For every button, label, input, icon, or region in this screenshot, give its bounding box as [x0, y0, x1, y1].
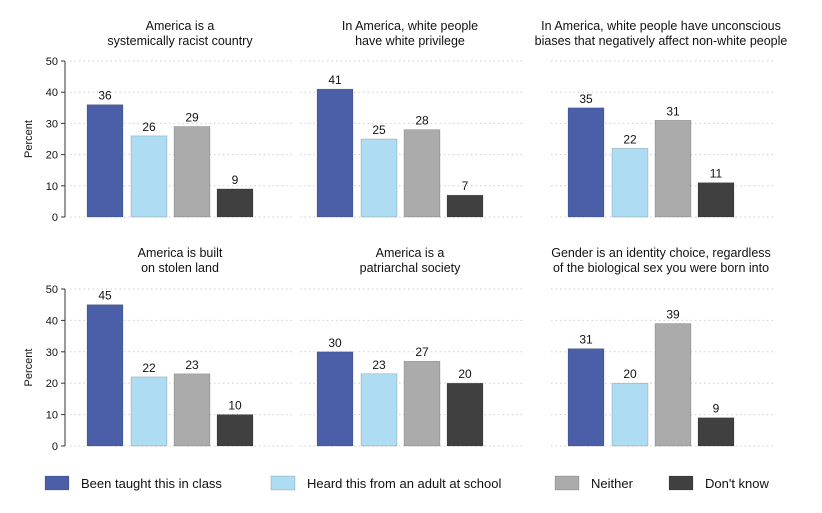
legend-swatch: [44, 475, 70, 491]
legend-swatch: [270, 475, 296, 491]
bar-data-label: 10: [228, 399, 242, 413]
bar-data-label: 31: [666, 104, 680, 118]
bar-data-label: 31: [579, 333, 593, 347]
panel-3: In America, white people have unconsciou…: [535, 19, 788, 218]
panel-title-line: Gender is an identity choice, regardless: [551, 246, 771, 260]
y-tick-label: 30: [46, 347, 58, 359]
panel-title-line: of the biological sex you were born into: [553, 261, 769, 275]
y-tick-label: 30: [46, 118, 58, 130]
bar: [446, 194, 484, 218]
legend: Been taught this in class Heard this from…: [44, 475, 770, 491]
bar: [216, 414, 254, 447]
panel-title-line: In America, white people: [342, 19, 478, 33]
bar: [654, 119, 692, 218]
bar-data-label: 28: [415, 114, 429, 128]
bar-data-label: 9: [713, 402, 720, 416]
y-tick-label: 10: [46, 410, 58, 422]
y-tick-label: 40: [46, 87, 58, 99]
y-tick-label: 0: [52, 212, 58, 224]
bar-data-label: 36: [98, 89, 112, 103]
bar-data-label: 29: [185, 111, 199, 125]
bar: [316, 351, 354, 447]
legend-label: Heard this from an adult at school: [307, 476, 501, 491]
bar: [611, 148, 649, 218]
bar-data-label: 30: [328, 336, 342, 350]
legend-label: Neither: [591, 476, 634, 491]
bar-data-label: 20: [623, 367, 637, 381]
legend-item: Been taught this in class: [44, 475, 222, 491]
bar: [173, 126, 211, 218]
bar: [86, 304, 124, 447]
bar-data-label: 41: [328, 73, 342, 87]
bar: [316, 88, 354, 218]
panel-6: Gender is an identity choice, regardless…: [551, 246, 776, 447]
panel-title-line: systemically racist country: [107, 34, 253, 48]
legend-item: Don't know: [668, 475, 770, 491]
bar-data-label: 35: [579, 92, 593, 106]
bar: [611, 382, 649, 447]
bar: [360, 373, 398, 447]
bar-data-label: 23: [185, 358, 199, 372]
bar-data-label: 26: [142, 120, 156, 134]
legend-label: Don't know: [705, 476, 770, 491]
legend-label: Been taught this in class: [81, 476, 222, 491]
y-tick-label: 20: [46, 378, 58, 390]
bar-data-label: 7: [462, 179, 469, 193]
panel-title-line: America is a: [376, 246, 445, 260]
legend-swatch: [668, 475, 694, 491]
legend-item: Neither: [554, 475, 634, 491]
y-axis-label: Percent: [23, 120, 35, 158]
bar: [86, 104, 124, 218]
y-tick-label: 20: [46, 150, 58, 162]
bar: [697, 417, 735, 447]
bar: [403, 129, 441, 218]
bar: [173, 373, 211, 447]
bar-data-label: 39: [666, 308, 680, 322]
panel-title-line: In America, white people have unconsciou…: [541, 19, 781, 33]
bar: [567, 107, 605, 218]
bar: [697, 182, 735, 218]
bar-data-label: 22: [623, 132, 637, 146]
panel-1: 0 10 20 30 40 50 Percent America is asystemical…: [23, 19, 295, 224]
bar-data-label: 45: [98, 289, 112, 303]
bar: [130, 376, 168, 447]
bar: [130, 135, 168, 218]
y-tick-label: 40: [46, 315, 58, 327]
bar-data-label: 23: [372, 358, 386, 372]
panel-title-line: have white privilege: [355, 34, 465, 48]
y-tick-label: 10: [46, 181, 58, 193]
panel-title-line: America is built: [138, 246, 223, 260]
bar: [654, 323, 692, 447]
bar: [567, 348, 605, 447]
bar: [216, 188, 254, 218]
y-axis-label: Percent: [23, 349, 35, 387]
panel-title-line: biases that negatively affect non-white …: [535, 34, 788, 48]
bar-data-label: 20: [458, 367, 472, 381]
legend-item: Heard this from an adult at school: [270, 475, 501, 491]
panel-title-line: on stolen land: [141, 261, 219, 275]
bar-data-label: 11: [710, 167, 723, 181]
bar-data-label: 27: [415, 345, 429, 359]
bar: [446, 382, 484, 447]
legend-swatch: [554, 475, 580, 491]
panel-title-line: patriarchal society: [360, 261, 461, 275]
panel-title-line: America is a: [146, 19, 215, 33]
bar: [360, 138, 398, 218]
bar-data-label: 22: [142, 361, 156, 375]
bar-data-label: 9: [232, 173, 239, 187]
y-tick-label: 0: [52, 441, 58, 453]
bar-data-label: 25: [372, 123, 386, 137]
y-tick-label: 50: [46, 56, 58, 68]
bar: [403, 360, 441, 447]
y-tick-label: 50: [46, 284, 58, 296]
